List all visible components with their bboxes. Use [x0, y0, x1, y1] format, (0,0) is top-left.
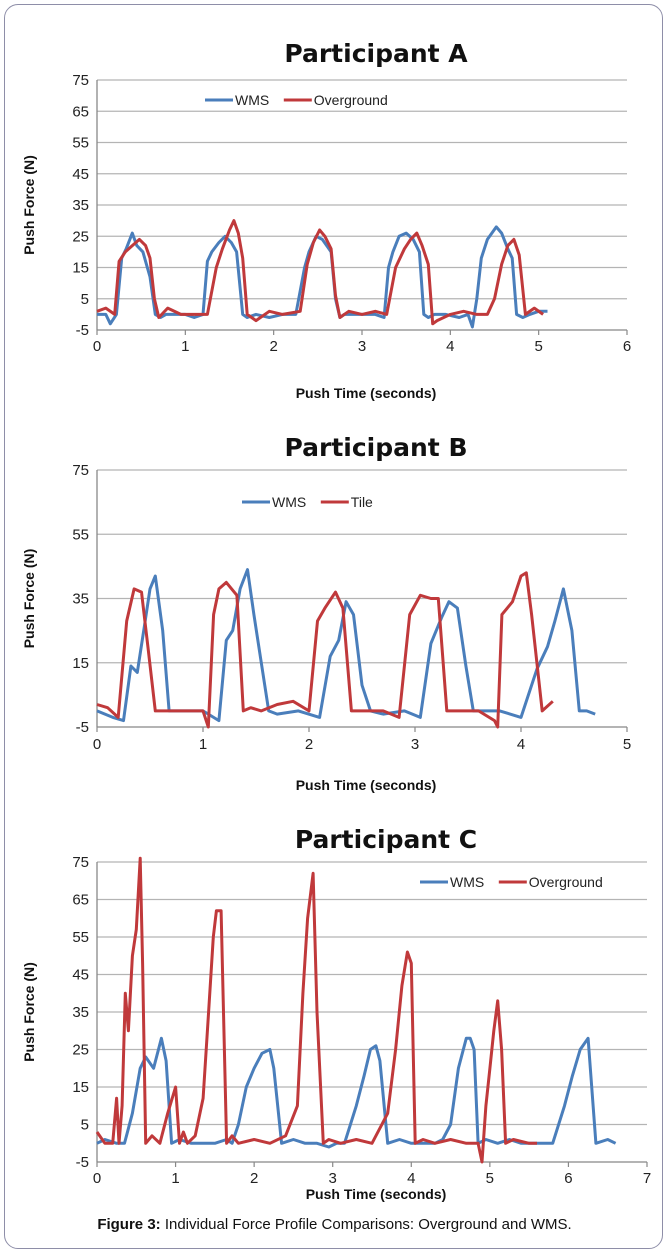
- x-tick-label: 5: [623, 736, 631, 753]
- legend-label-tile: Tile: [351, 494, 373, 510]
- x-axis-label: Push Time (seconds): [296, 777, 437, 793]
- y-tick-label: -5: [76, 322, 89, 339]
- y-tick-label: 35: [72, 591, 89, 608]
- legend-label-overground: Overground: [314, 92, 388, 108]
- y-axis-label: Push Force (N): [21, 962, 37, 1062]
- y-tick-label: 65: [72, 103, 89, 120]
- x-axis-label: Push Time (seconds): [296, 385, 437, 401]
- x-tick-label: 3: [411, 736, 419, 753]
- y-tick-label: 25: [72, 228, 89, 245]
- x-tick-label: 4: [446, 338, 454, 355]
- x-tick-label: 7: [643, 1170, 651, 1187]
- x-tick-label: 2: [250, 1170, 258, 1187]
- y-tick-label: 15: [72, 655, 89, 672]
- legend-label-wms: WMS: [450, 874, 484, 890]
- y-tick-label: -5: [76, 719, 89, 736]
- legend-label-overground: Overground: [529, 874, 603, 890]
- caption-text: Individual Force Profile Comparisons: Ov…: [160, 1216, 572, 1233]
- x-tick-label: 3: [358, 338, 366, 355]
- x-tick-label: 2: [269, 338, 277, 355]
- x-tick-label: 5: [486, 1170, 494, 1187]
- chart-title: Participant A: [284, 39, 468, 68]
- y-tick-label: 35: [72, 197, 89, 214]
- chart-title: Participant C: [295, 825, 477, 854]
- y-tick-label: 35: [72, 1004, 89, 1021]
- legend-label-wms: WMS: [235, 92, 269, 108]
- x-tick-label: 0: [93, 338, 101, 355]
- series-line-wms: [96, 1036, 617, 1149]
- x-tick-label: 0: [93, 1170, 101, 1187]
- y-tick-label: 75: [72, 854, 89, 871]
- y-tick-label: 45: [72, 166, 89, 183]
- y-tick-label: 15: [72, 260, 89, 277]
- x-tick-label: 3: [329, 1170, 337, 1187]
- series-line-wms: [96, 568, 596, 723]
- y-tick-label: 55: [72, 929, 89, 946]
- y-axis-label: Push Force (N): [21, 155, 37, 255]
- y-tick-label: 75: [72, 462, 89, 479]
- y-tick-label: 15: [72, 1079, 89, 1096]
- y-tick-label: 55: [72, 135, 89, 152]
- y-tick-label: 45: [72, 967, 89, 984]
- figure-caption: Figure 3: Individual Force Profile Compa…: [0, 1216, 669, 1233]
- y-tick-label: 75: [72, 72, 89, 89]
- x-tick-label: 4: [517, 736, 525, 753]
- x-tick-label: 1: [199, 736, 207, 753]
- x-tick-label: 6: [623, 338, 631, 355]
- legend-label-wms: WMS: [272, 494, 306, 510]
- y-axis-label: Push Force (N): [21, 549, 37, 649]
- y-tick-label: 5: [81, 1117, 89, 1134]
- x-tick-label: 0: [93, 736, 101, 753]
- x-axis-label: Push Time (seconds): [306, 1186, 447, 1202]
- series-line-overground: [95, 856, 537, 1164]
- y-tick-label: -5: [76, 1154, 89, 1171]
- x-tick-label: 1: [171, 1170, 179, 1187]
- y-tick-label: 5: [81, 291, 89, 308]
- y-tick-label: 25: [72, 1042, 89, 1059]
- caption-label: Figure 3:: [97, 1216, 161, 1233]
- x-tick-label: 6: [564, 1170, 572, 1187]
- chart-2: -5 15 35 55 75 0 1 2 3 4 5 Participant B Push Time (…: [21, 433, 631, 793]
- x-tick-label: 5: [534, 338, 542, 355]
- series-line-overground: [96, 219, 544, 326]
- series-line-tile: [96, 571, 554, 729]
- y-tick-label: 65: [72, 892, 89, 909]
- chart-title: Participant B: [284, 433, 467, 462]
- x-tick-label: 1: [181, 338, 189, 355]
- x-tick-label: 4: [407, 1170, 415, 1187]
- y-tick-label: 55: [72, 526, 89, 543]
- x-tick-label: 2: [305, 736, 313, 753]
